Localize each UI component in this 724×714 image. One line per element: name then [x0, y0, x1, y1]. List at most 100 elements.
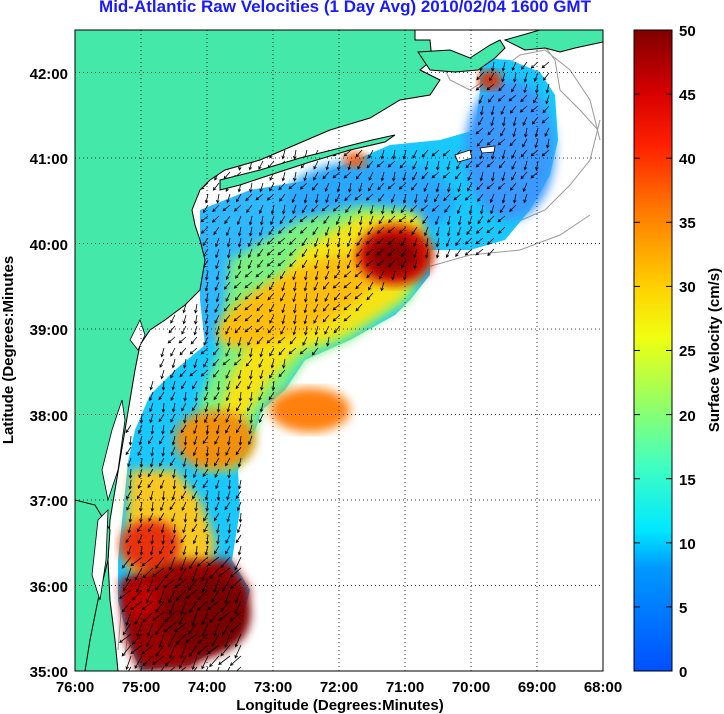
velocity-arrow: [502, 116, 506, 127]
velocity-arrow: [169, 600, 176, 615]
velocity-arrow: [292, 325, 297, 336]
velocity-arrow: [226, 226, 231, 237]
velocity-arrow: [138, 468, 143, 479]
velocity-arrow: [234, 644, 242, 659]
velocity-arrow: [125, 534, 132, 544]
velocity-arrow: [170, 314, 176, 324]
lat-tick: 38:00: [30, 408, 68, 425]
velocity-arrow: [279, 193, 286, 202]
velocity-arrow: [216, 380, 221, 391]
velocity-arrow: [138, 435, 143, 446]
velocity-arrow: [299, 215, 308, 223]
velocity-arrow: [281, 303, 286, 314]
velocity-arrow: [476, 182, 484, 191]
velocity-arrow: [356, 237, 363, 247]
current-vectors: [119, 61, 550, 671]
velocity-arrow: [155, 556, 165, 569]
velocity-arrow: [425, 248, 429, 259]
lon-tick-labels: 76:00 75:00 74:00 73:00 72:00 71:00 70:0…: [56, 679, 622, 696]
velocity-arrow: [150, 501, 155, 512]
velocity-arrow: [244, 281, 253, 289]
velocity-arrow: [311, 182, 319, 191]
velocity-arrow: [237, 237, 242, 248]
colorbar-tick: 50: [679, 23, 696, 40]
velocity-arrow: [412, 171, 418, 181]
velocity-arrow: [497, 138, 506, 146]
velocity-arrow: [220, 600, 231, 613]
velocity-arrow: [304, 270, 308, 281]
velocity-arrow: [356, 248, 363, 257]
velocity-arrow: [226, 237, 231, 248]
velocity-arrow: [411, 226, 418, 236]
velocity-arrow: [260, 380, 264, 391]
velocity-arrow: [258, 160, 264, 170]
velocity-arrow: [205, 292, 209, 303]
velocity-arrow: [222, 578, 231, 592]
velocity-arrow: [475, 226, 484, 234]
velocity-arrow: [183, 479, 187, 490]
velocity-arrow: [533, 72, 539, 82]
velocity-arrow: [468, 204, 473, 215]
velocity-arrow: [244, 292, 253, 300]
velocity-arrow: [220, 556, 231, 569]
velocity-arrow: [511, 61, 517, 71]
velocity-arrow: [475, 127, 484, 135]
velocity-arrow: [215, 270, 220, 281]
velocity-arrow: [196, 600, 209, 611]
velocity-arrow: [214, 303, 220, 313]
velocity-arrow: [161, 446, 165, 457]
velocity-arrow: [392, 149, 396, 160]
velocity-arrow: [269, 347, 275, 357]
velocity-arrow: [288, 215, 297, 224]
velocity-arrow: [224, 633, 231, 648]
grid-lines: [75, 30, 603, 671]
velocity-arrow: [148, 523, 154, 533]
velocity-arrow: [303, 171, 308, 182]
velocity-arrow: [398, 215, 407, 223]
velocity-arrow: [325, 226, 330, 237]
velocity-arrow: [535, 160, 539, 171]
velocity-arrow: [321, 204, 330, 212]
velocity-arrow: [259, 369, 264, 380]
colorbar-tick: 10: [679, 536, 696, 553]
velocity-arrow: [236, 193, 242, 203]
velocity-arrow: [180, 644, 187, 659]
velocity-arrow: [245, 193, 253, 202]
velocity-arrow: [322, 171, 330, 180]
velocity-arrow: [380, 149, 385, 160]
velocity-arrow: [247, 259, 253, 270]
velocity-arrow: [289, 259, 297, 268]
velocity-arrow: [355, 149, 363, 158]
velocity-arrow: [170, 347, 176, 357]
velocity-arrow: [182, 457, 187, 468]
islands: [454, 145, 496, 163]
velocity-arrow: [149, 490, 154, 501]
lon-tick: 73:00: [254, 679, 292, 696]
velocity-arrow: [343, 149, 352, 157]
velocity-arrow: [486, 226, 495, 234]
velocity-arrow: [244, 303, 253, 311]
velocity-arrow: [147, 468, 154, 478]
velocity-arrow: [512, 127, 517, 138]
velocity-arrow: [270, 204, 275, 215]
velocity-arrow: [376, 259, 385, 267]
velocity-arrow: [236, 215, 242, 226]
velocity-arrow: [150, 534, 154, 545]
velocity-arrow: [159, 435, 165, 445]
velocity-arrow: [160, 666, 165, 671]
velocity-arrow: [190, 336, 198, 345]
y-axis-label: Latitude (Degrees:Minutes: [0, 256, 17, 444]
velocity-arrow: [168, 633, 176, 648]
velocity-arrow: [311, 347, 319, 356]
velocity-arrow: [314, 237, 319, 248]
colorbar-ticks: [634, 93, 672, 608]
velocity-arrow: [169, 556, 176, 571]
velocity-arrow: [535, 83, 539, 94]
velocity-arrow: [347, 226, 352, 237]
velocity-arrow: [119, 589, 132, 599]
velocity-arrow: [457, 182, 462, 193]
velocity-arrow: [256, 303, 264, 312]
velocity-arrow: [376, 248, 385, 256]
velocity-arrow: [354, 292, 363, 300]
velocity-arrow: [194, 303, 198, 314]
